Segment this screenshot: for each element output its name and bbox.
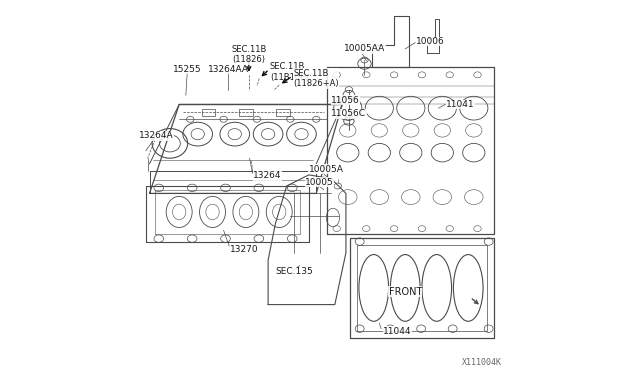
Text: SEC.11B
(11B10E): SEC.11B (11B10E) [270,62,308,81]
Text: 10005AA: 10005AA [344,44,385,53]
Bar [276,109,290,116]
Text: 13270: 13270 [230,244,259,253]
Text: SEC.11B
(11826): SEC.11B (11826) [231,45,266,64]
Text: 10005A: 10005A [309,165,344,174]
Text: 11056: 11056 [331,96,360,105]
Text: X111004K: X111004K [461,358,502,367]
Text: 11056C: 11056C [331,109,366,118]
Text: 10006: 10006 [417,37,445,46]
Text: 13264: 13264 [253,171,282,180]
Text: 10005: 10005 [305,178,334,187]
Text: 11044: 11044 [383,327,412,336]
Bar [239,109,253,116]
Text: 13264A: 13264A [139,131,174,141]
Text: 13264AA: 13264AA [208,65,249,74]
Bar [202,109,216,116]
Text: 15255: 15255 [173,65,202,74]
Text: SEC.135: SEC.135 [276,267,313,276]
Text: FRONT: FRONT [388,286,422,296]
Text: 11041: 11041 [446,100,475,109]
Text: SEC.11B
(11826+A): SEC.11B (11826+A) [293,69,339,88]
